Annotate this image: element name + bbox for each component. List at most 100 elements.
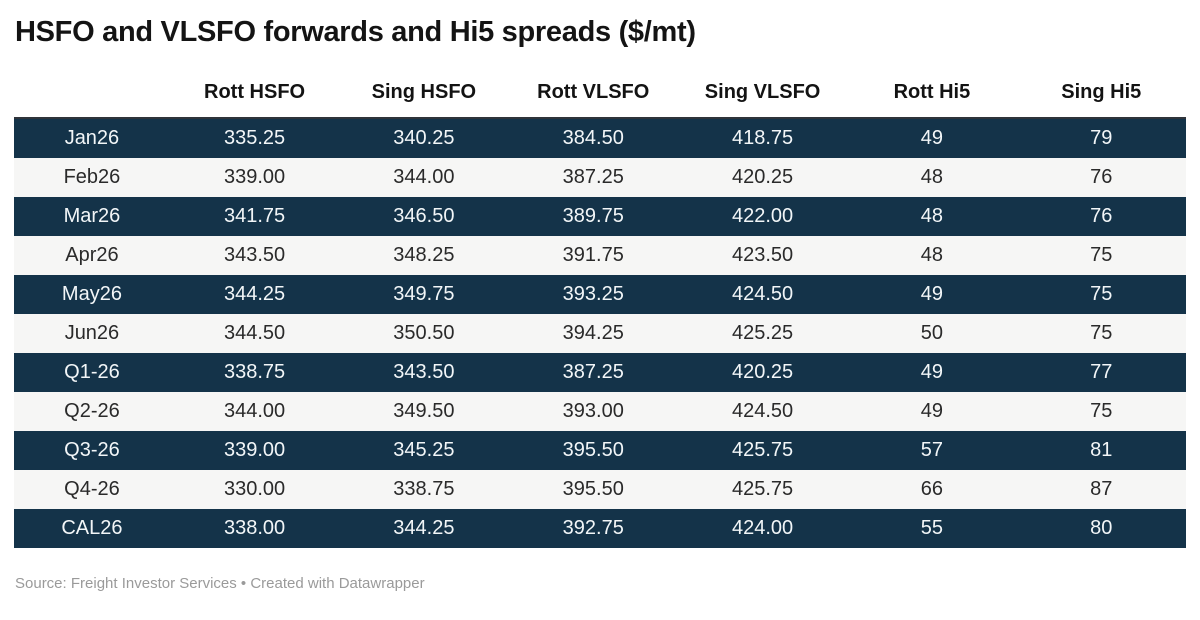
table-row: Q2-26 344.00 349.50 393.00 424.50 49 75 [14,392,1186,432]
cell-value: 425.25 [731,322,794,345]
column-header [14,73,170,118]
cell-value: 87 [1090,478,1113,501]
cell-value: 330.00 [223,478,286,501]
cell-value: 49 [920,127,944,150]
table-row: Mar26 341.75 346.50 389.75 422.00 48 76 [14,197,1186,237]
cell-value: 341.75 [223,205,286,228]
cell-value: 48 [920,205,944,228]
cell-value: 384.50 [562,127,624,150]
cell-value: 344.00 [393,166,455,189]
column-header: Sing VLSFO [704,81,821,104]
cell-value: 338.75 [393,478,455,501]
cell-value: 344.50 [223,322,286,345]
column-header: Rott HSFO [204,81,306,104]
row-label: Q1-26 [64,361,120,384]
cell-value: 420.25 [731,361,794,384]
cell-value: 338.75 [223,361,286,384]
table-header-row: Rott HSFO Sing HSFO Rott VLSFO Sing VLSFO Ro… [14,73,1186,119]
cell-value: 77 [1090,361,1113,384]
cell-value: 338.00 [223,517,286,540]
cell-value: 349.50 [393,400,455,423]
cell-value: 81 [1090,439,1113,462]
cell-value: 335.25 [223,127,286,150]
cell-value: 76 [1090,166,1113,189]
row-label: Q2-26 [64,400,120,423]
cell-value: 75 [1090,322,1113,345]
cell-value: 75 [1090,283,1113,306]
cell-value: 387.25 [562,361,624,384]
cell-value: 345.25 [393,439,455,462]
cell-value: 348.25 [393,244,455,267]
row-label: Jun26 [64,322,120,345]
cell-value: 339.00 [223,166,286,189]
cell-value: 75 [1090,400,1113,423]
cell-value: 344.25 [393,517,455,540]
table-header: Rott HSFO Sing HSFO Rott VLSFO Sing VLSFO Ro… [14,73,1186,119]
row-label: Feb26 [63,166,121,189]
cell-value: 343.50 [393,361,455,384]
column-header: Rott VLSFO [537,81,650,104]
cell-value: 424.00 [731,517,794,540]
row-label: Mar26 [63,205,121,228]
cell-value: 76 [1090,205,1113,228]
cell-value: 344.00 [223,400,286,423]
cell-value: 387.25 [562,166,624,189]
row-label: Jan26 [64,127,120,150]
cell-value: 393.25 [562,283,624,306]
chart-title: HSFO and VLSFO forwards and Hi5 spreads … [15,16,696,48]
table-row: May26 344.25 349.75 393.25 424.50 49 75 [14,275,1186,315]
row-label: Q4-26 [64,478,120,501]
row-label: Apr26 [65,244,119,267]
cell-value: 395.50 [562,478,624,501]
cell-value: 48 [920,166,944,189]
cell-value: 346.50 [393,205,455,228]
cell-value: 57 [920,439,944,462]
table-row: Q1-26 338.75 343.50 387.25 420.25 49 77 [14,353,1186,393]
cell-value: 339.00 [223,439,286,462]
cell-value: 80 [1090,517,1113,540]
cell-value: 349.75 [393,283,455,306]
table-row: Q4-26 330.00 338.75 395.50 425.75 66 87 [14,470,1186,510]
cell-value: 49 [920,400,944,423]
row-label: May26 [61,283,122,306]
cell-value: 395.50 [562,439,624,462]
cell-value: 389.75 [562,205,624,228]
cell-value: 422.00 [731,205,794,228]
column-header: Rott Hi5 [893,81,971,104]
cell-value: 392.75 [562,517,624,540]
cell-value: 50 [920,322,944,345]
cell-value: 49 [920,283,944,306]
row-label: Q3-26 [64,439,120,462]
cell-value: 49 [920,361,944,384]
cell-value: 66 [920,478,944,501]
cell-value: 394.25 [562,322,624,345]
cell-value: 48 [920,244,944,267]
cell-value: 350.50 [393,322,455,345]
table-body: Jan26 335.25 340.25 384.50 418.75 49 79 Feb26 33… [14,118,1186,549]
cell-value: 424.50 [731,283,794,306]
cell-value: 423.50 [731,244,794,267]
cell-value: 393.00 [562,400,624,423]
cell-value: 340.25 [393,127,455,150]
table-row: Jun26 344.50 350.50 394.25 425.25 50 75 [14,314,1186,354]
source-attribution: Source: Freight Investor Services • Crea… [15,575,425,593]
table-row: Q3-26 339.00 345.25 395.50 425.75 57 81 [14,431,1186,471]
row-label: CAL26 [61,517,123,540]
cell-value: 79 [1090,127,1113,150]
cell-value: 55 [920,517,944,540]
column-header: Sing HSFO [371,81,477,104]
cell-value: 343.50 [223,244,286,267]
forwards-table: Rott HSFO Sing HSFO Rott VLSFO Sing VLSFO Ro… [14,73,1186,549]
cell-value: 424.50 [731,400,794,423]
cell-value: 425.75 [731,439,794,462]
table-row: Jan26 335.25 340.25 384.50 418.75 49 79 [14,118,1186,159]
cell-value: 418.75 [731,127,794,150]
cell-value: 425.75 [731,478,794,501]
cell-value: 420.25 [731,166,794,189]
table-row: CAL26 338.00 344.25 392.75 424.00 55 80 [14,509,1186,549]
column-header: Sing Hi5 [1061,81,1142,104]
table-row: Apr26 343.50 348.25 391.75 423.50 48 75 [14,236,1186,276]
cell-value: 75 [1090,244,1113,267]
cell-value: 391.75 [562,244,624,267]
